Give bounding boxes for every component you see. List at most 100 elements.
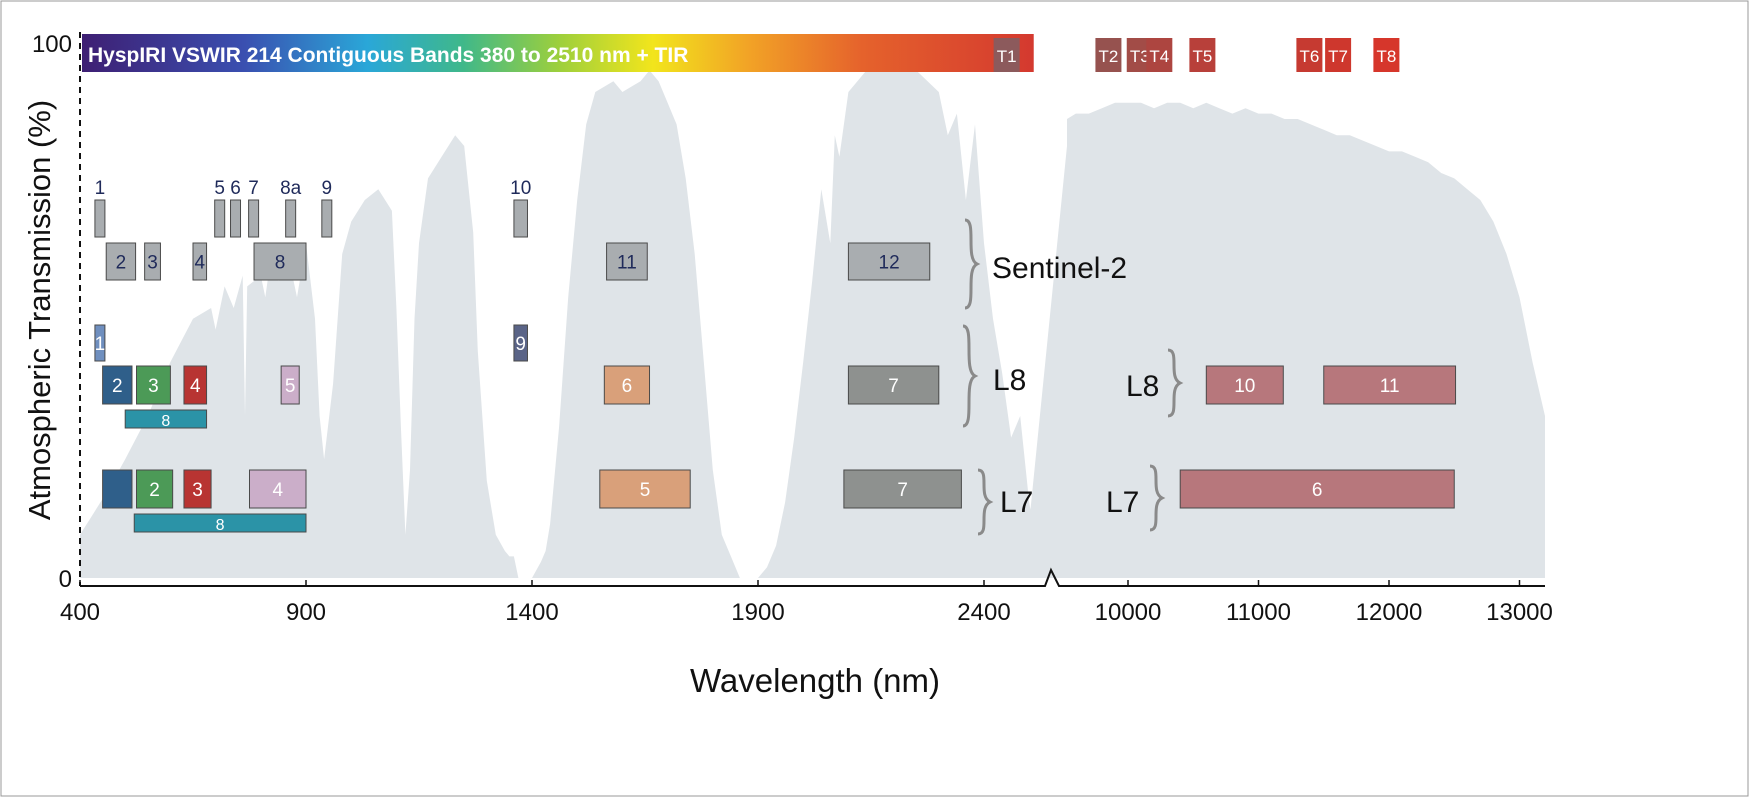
band-label: 9 [322,178,333,199]
band-rect [136,365,171,405]
band-rect [513,324,528,362]
y-axis-label: Atmospheric Transmission (%) [22,100,57,520]
band-label: 6 [1312,480,1323,501]
band-sentinel-2 [321,199,333,238]
sensor-label-sentinel-2: Sentinel-2 [992,252,1127,285]
band-rect [280,365,300,405]
band-l8: 9 [513,324,528,362]
band-label: 2 [116,253,127,274]
brace-sentinel-2 [964,218,981,310]
band-rect [105,242,137,281]
x-tick-label: 11000 [1226,599,1291,626]
band-l8: 8 [124,409,208,430]
band-label: 8a [280,178,302,199]
band-rect [603,365,651,405]
band-label: 11 [1380,376,1400,397]
band-label: 6 [622,376,633,397]
y-tick-label: 100 [32,31,72,58]
band-sentinel-2: 11 [606,242,648,281]
band-l7-tir: 6 [1179,469,1455,509]
band-sentinel-2: 12 [847,242,931,281]
band-label: 2 [149,480,160,501]
band-rect [136,469,174,509]
sensor-label-l7: L7 [1000,486,1033,519]
band-label: 5 [640,480,651,501]
band-l7: 7 [843,469,962,509]
band-l7: 3 [183,469,212,509]
x-tick-label: 2400 [957,599,1010,626]
y-tick-label: 0 [59,566,72,593]
band-rect [124,409,208,429]
band-sentinel-2 [513,199,528,238]
band-rect [1179,469,1455,509]
band-sentinel-2 [285,199,297,238]
band-label: 7 [248,178,259,199]
transmission-layer [80,59,1545,579]
x-tick-label: 1900 [731,599,784,626]
sensor-label-l7-tir: L7 [1106,486,1139,519]
x-axis-label: Wavelength (nm) [690,662,940,699]
transmission-area-vswir [80,59,1035,579]
hyspiri-tir-band [1373,38,1400,72]
hyspiri-tir-band-label: T4 [1149,47,1169,66]
band-l7: 4 [249,469,307,509]
band-label: 5 [285,376,296,397]
band-l8: 7 [847,365,940,405]
band-rect [183,365,208,405]
transmission-area-tir [1023,102,1545,579]
band-label: 1 [95,334,106,355]
band-rect [1205,365,1284,405]
x-tick-label: 1400 [505,599,558,626]
x-tick-label: 400 [60,599,100,626]
brace-l8-tir [1167,348,1184,418]
hyspiri-tir-band [1095,38,1122,72]
x-tick-label: 900 [286,599,326,626]
hyspiri-tir-band-label: T1 [997,47,1017,66]
band-label: 3 [147,253,158,274]
band-label: 10 [510,178,531,199]
band-l8: 2 [102,365,133,405]
axis-break-mark [1035,567,1067,587]
brace-l7-tir [1149,464,1166,532]
band-label: 11 [617,253,637,274]
band-label: 2 [112,376,123,397]
x-tick-label: 10000 [1095,599,1162,626]
band-label: 3 [148,376,159,397]
band-sentinel-2 [248,199,260,238]
hyspiri-tir-band [993,38,1020,72]
band-label: 1 [95,178,106,199]
band-l8-tir: 10 [1205,365,1284,405]
sensor-label-l8-tir: L8 [1126,370,1159,403]
band-rect [102,469,133,509]
band-label: 8 [216,517,225,534]
hyspiri-tir-band [1146,38,1173,72]
band-l8: 6 [603,365,651,405]
band-rect [847,242,931,281]
band-rect [183,469,212,509]
x-tick-label: 12000 [1356,599,1423,626]
band-l7: 8 [133,513,307,534]
band-sentinel-2: 3 [144,242,161,281]
band-rect [606,242,648,281]
band-rect [253,242,307,281]
brace-l8 [962,324,979,428]
hyspiri-tir-band [1189,38,1216,72]
band-label: 9 [515,334,526,355]
hyspiri-tir-band-label: T5 [1192,47,1212,66]
hyspiri-tir-band [1296,38,1323,72]
band-sentinel-2: 4 [192,242,208,281]
band-l8: 3 [136,365,171,405]
band-l7 [102,469,133,509]
band-sentinel-2: 8 [253,242,307,281]
band-rect [192,242,208,281]
band-label: 3 [192,480,203,501]
x-tick-label: 13000 [1486,599,1553,626]
hyspiri-tir-band-label: T3 [1130,47,1150,66]
band-label: 4 [194,253,205,274]
hyspiri-label: HyspIRI VSWIR 214 Contiguous Bands 380 t… [88,44,688,67]
band-rect [102,365,133,405]
band-label: 10 [1234,376,1255,397]
